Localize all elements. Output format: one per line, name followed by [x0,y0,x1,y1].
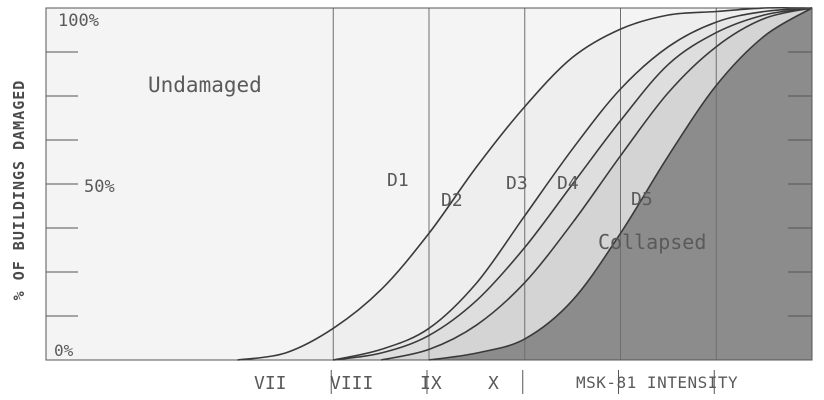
curve-d4 [380,7,813,361]
region-label-undamaged: Undamaged [148,73,262,97]
curve-d1 [237,6,813,361]
y-axis-label: % OF BUILDINGS DAMAGED [10,80,28,301]
x-tick-label-vii: VII [254,373,287,394]
curve-d2 [333,7,813,361]
x-axis-dividers [330,370,715,394]
y-tick-label-0: 0% [54,341,74,360]
region-label-d1: D1 [387,170,409,191]
region-label-collapsed: Collapsed [598,230,706,254]
x-tick-label-ix: IX [420,373,442,394]
curve-d5 [428,7,813,361]
x-axis-label: MSK-81 INTENSITY [576,373,738,392]
y-tick-label-50: 50% [84,177,115,197]
region-label-d2: D2 [441,190,463,211]
region-label-d4: D4 [557,173,579,194]
damage-curves [237,6,813,361]
curve-d3 [333,7,813,361]
region-label-d5: D5 [631,189,653,210]
x-tick-label-viii: VIII [330,373,373,394]
x-tick-label-x: X [488,373,499,394]
region-label-d3: D3 [506,173,528,194]
axis-ticks [46,7,812,361]
y-tick-label-100: 100% [58,11,99,31]
x-axis-labels: VII VIII IX X [254,373,499,394]
